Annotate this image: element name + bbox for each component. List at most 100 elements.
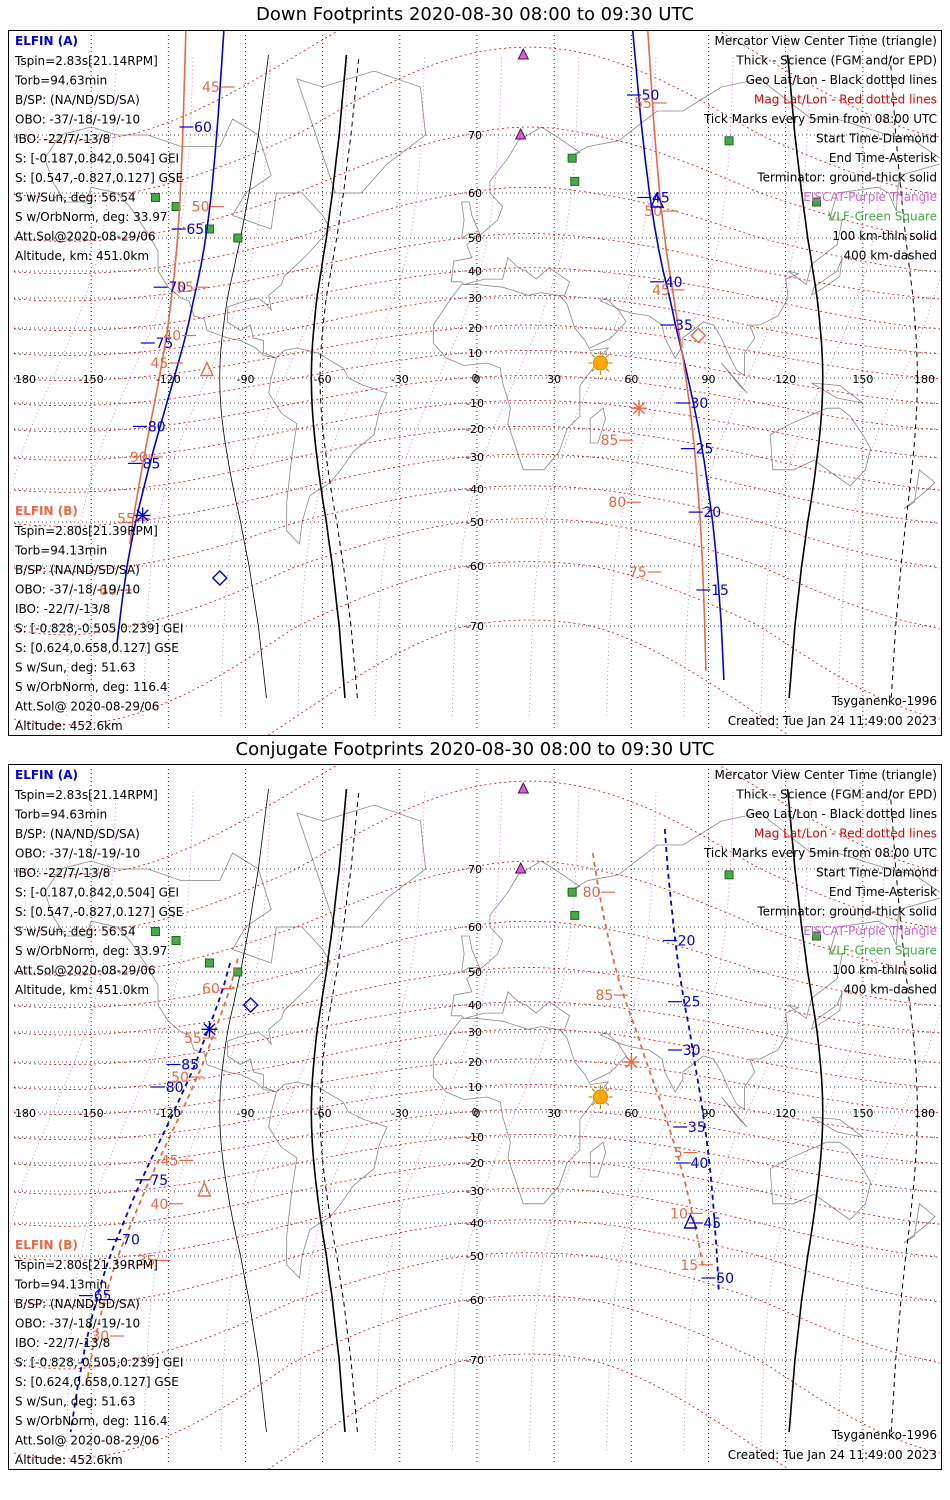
coastline xyxy=(450,78,941,282)
elfin-b-info-line: Torb=94.13min xyxy=(14,544,107,558)
vlf-square xyxy=(204,224,214,234)
latitude-tick-label: -60 xyxy=(466,1294,484,1307)
elfin-a-track-east xyxy=(663,828,720,1292)
terminator-100km xyxy=(219,788,269,1433)
elfin-b-track-west xyxy=(85,958,239,1388)
center-time-triangle xyxy=(683,1213,698,1229)
vlf-square xyxy=(724,136,734,146)
elfin-b-time-label: 60 xyxy=(202,982,220,998)
elfin-b-info-line: IBO: -22/7/-13/8 xyxy=(15,1336,110,1350)
elfin-a-time-label: 70 xyxy=(122,1233,140,1249)
elfin-a-time-label: 15 xyxy=(711,583,729,599)
elfin-b-info-line: S: [0.624,0.658,0.127] GSE xyxy=(15,641,179,655)
latitude-tick-label: 0 xyxy=(472,372,479,385)
elfin-a-info-line: S: [-0.187,0.842,0.504] GEI xyxy=(15,152,179,166)
longitude-tick-label: 180 xyxy=(15,373,36,386)
mag-latitude-line xyxy=(13,126,941,242)
sun-ray xyxy=(605,368,610,372)
longitude-tick-label: 120 xyxy=(775,1107,796,1120)
terminator-100km xyxy=(219,54,269,699)
coastline xyxy=(461,935,481,973)
elfin-b-info-line: Att.Sol@ 2020-08-29/06 xyxy=(15,700,159,714)
mag-latitude-line xyxy=(13,749,941,876)
panel1-frame: 60 65 70 75 80 85 50 45 40 35 30 25 20 15 45 50 55 40 45 90… xyxy=(0,14,950,760)
elfin-b-info-line: B/SP: (NA/ND/SD/SA) xyxy=(15,1297,140,1311)
elfin-a-time-label: 75 xyxy=(155,336,173,352)
terminator-400km-west xyxy=(319,54,360,699)
elfin-a-info-line: S w/Sun, deg: 56.54 xyxy=(15,925,136,939)
elfin-a-time-label: 75 xyxy=(150,1173,168,1189)
end-time-asterisk xyxy=(632,402,646,415)
latitude-tick-label: -70 xyxy=(466,620,484,633)
legend-line: 400 km-dashed xyxy=(843,983,937,997)
elfin-a-time-label: 85 xyxy=(143,456,161,472)
longitude-tick-label: -60 xyxy=(314,1107,332,1120)
coastline xyxy=(811,1116,864,1138)
legend-line: 100 km-thin solid xyxy=(832,963,937,977)
elfin-a-time-label: 40 xyxy=(665,275,683,291)
latitude-tick-label: -50 xyxy=(466,516,484,529)
start-time-diamond xyxy=(211,570,228,586)
elfin-b-time-label: 55 xyxy=(184,1031,202,1047)
elfin-a-time-label: 65 xyxy=(94,1289,112,1305)
legend-line: Geo Lat/Lon - Black dotted lines xyxy=(746,73,937,87)
legend-line: 100 km-thin solid xyxy=(832,229,937,243)
latitude-tick-label: -70 xyxy=(466,1354,484,1367)
elfin-b-time-label: 60 xyxy=(99,583,117,599)
elfin-a-time-label: 20 xyxy=(678,934,696,950)
longitude-tick-label: 0 xyxy=(474,373,481,386)
legend-line: Tick Marks every 5min from 08:00 UTC xyxy=(703,112,937,126)
coastline xyxy=(589,1141,607,1178)
vlf-square xyxy=(570,176,580,186)
elfin-a-info-line: Altitude, km: 451.0km xyxy=(15,983,149,997)
elfin-b-time-label: 80 xyxy=(583,885,601,901)
end-time-asterisk xyxy=(625,1055,638,1069)
coastline xyxy=(811,257,843,296)
coastline xyxy=(296,804,427,928)
longitude-tick-label: -150 xyxy=(79,373,104,386)
coastline xyxy=(296,70,427,194)
elfin-a-info-line: Tspin=2.83s[21.14RPM] xyxy=(14,54,158,68)
elfin-b-time-label: 45 xyxy=(202,80,220,96)
elfin-a-track-east xyxy=(630,14,725,681)
elfin-a-info-line: S w/OrbNorm, deg: 33.97 xyxy=(15,210,167,224)
end-time-asterisk xyxy=(136,509,149,522)
coastline xyxy=(903,1203,936,1244)
elfin-b-time-label: 50 xyxy=(171,1070,189,1086)
coastline xyxy=(268,347,388,545)
elfin-b-info-line: S w/OrbNorm, deg: 116.4 xyxy=(15,680,167,694)
elfin-a-info-line: S: [-0.187,0.842,0.504] GEI xyxy=(15,886,179,900)
eiscat-triangle xyxy=(517,781,530,794)
elfin-b-time-label: 85 xyxy=(601,433,619,449)
coastline xyxy=(44,118,331,359)
vlf-square xyxy=(233,967,243,977)
terminator-east xyxy=(786,54,824,699)
elfin-a-time-label: 35 xyxy=(675,318,693,334)
created-timestamp: Created: Tue Jan 24 11:49:00 2023 xyxy=(728,714,937,728)
elfin-a-info-line: B/SP: (NA/ND/SD/SA) xyxy=(15,93,140,107)
eiscat-triangle xyxy=(517,47,530,60)
latitude-tick-label: 30 xyxy=(468,1026,482,1039)
coastline xyxy=(811,991,843,1030)
center-time-triangle xyxy=(197,1181,212,1197)
coastline xyxy=(590,897,941,1111)
elfin-a-info-line: S w/Sun, deg: 56.54 xyxy=(15,191,136,205)
elfin-b-info-line: Tspin=2.80s[21.39RPM] xyxy=(14,1258,158,1272)
longitude-tick-label: -30 xyxy=(391,373,409,386)
elfin-a-time-label: 70 xyxy=(168,280,186,296)
longitude-tick-label: 150 xyxy=(852,373,873,386)
sun-ray xyxy=(591,368,596,372)
geo-grid xyxy=(14,35,937,731)
mag-latitude-line xyxy=(13,15,941,142)
coastline xyxy=(903,469,936,510)
longitude-tick-label: 90 xyxy=(702,1107,716,1120)
elfin-a-time-label: 30 xyxy=(683,1043,701,1059)
elfin-a-info-line: Tspin=2.83s[21.14RPM] xyxy=(14,788,158,802)
elfin-b-time-label: 40 xyxy=(163,329,181,345)
sun-icon xyxy=(592,1089,608,1105)
panel2-frame: 85 80 75 70 65 20 25 30 35 40 45 50 60 55 50 45 40 35 30 80… xyxy=(0,749,950,1494)
elfin-a-info-line: Torb=94.63min xyxy=(14,74,107,88)
elfin-a-track-west xyxy=(116,14,226,645)
coastline xyxy=(590,163,941,377)
elfin-b-time-label: 5 xyxy=(674,1146,683,1162)
